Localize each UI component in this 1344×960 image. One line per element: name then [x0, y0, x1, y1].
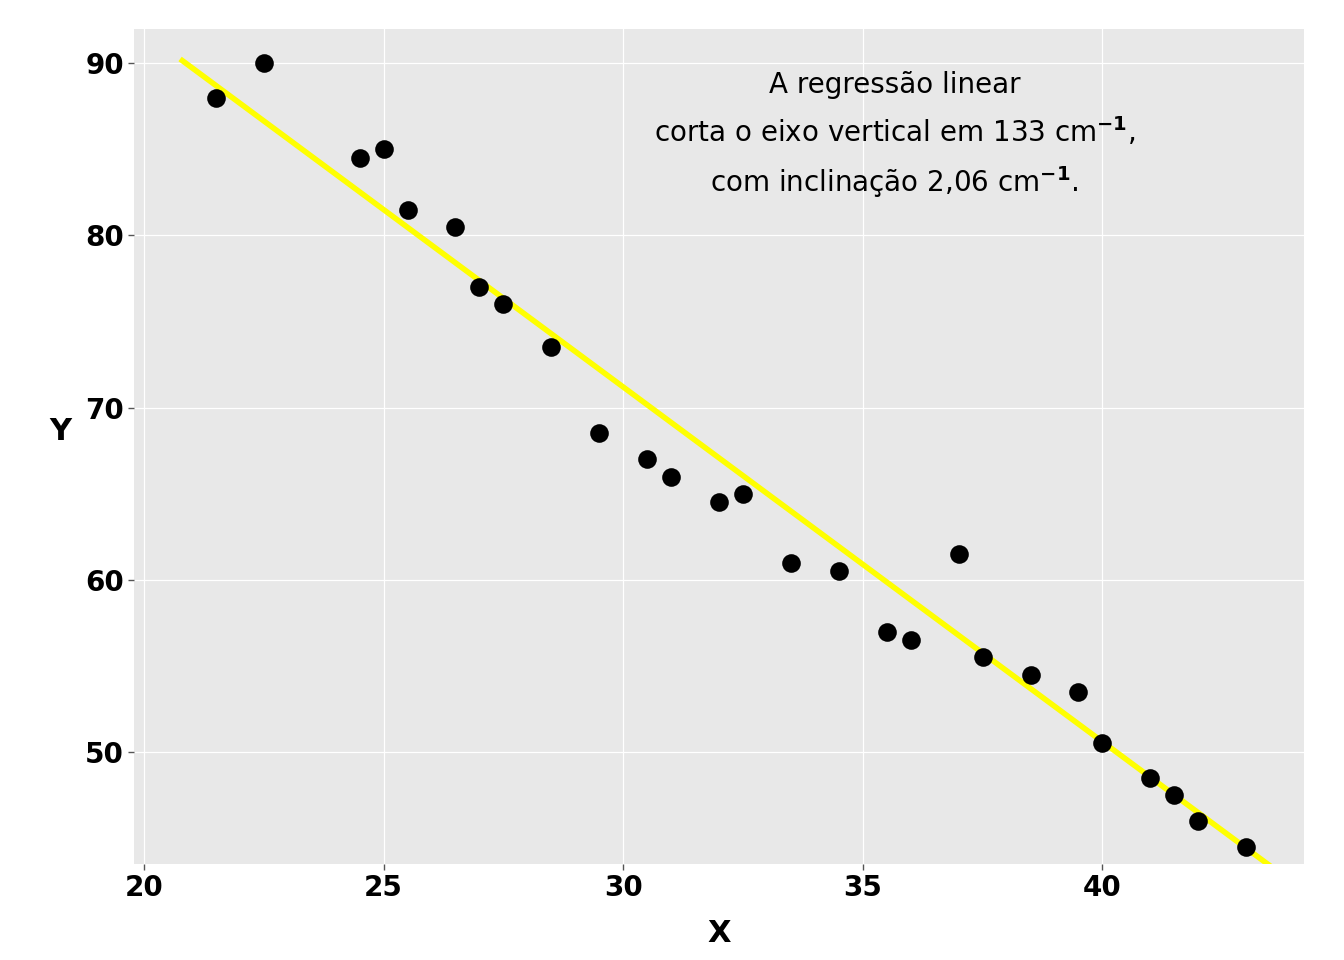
Point: [469, 279, 491, 295]
Point: [948, 546, 969, 562]
Text: A regressão linear
corta o eixo vertical em 133 cm$^{-1}$,
com inclinação 2,06 c: A regressão linear corta o eixo vertical…: [653, 71, 1136, 201]
Point: [708, 494, 730, 510]
Point: [493, 297, 515, 312]
Point: [900, 633, 922, 648]
Point: [972, 650, 993, 665]
Point: [396, 202, 418, 217]
Point: [1140, 770, 1161, 785]
Point: [660, 468, 681, 484]
Point: [876, 624, 898, 639]
Point: [540, 340, 562, 355]
Point: [732, 486, 754, 501]
Point: [828, 564, 849, 579]
Point: [1067, 684, 1089, 700]
Point: [1235, 839, 1257, 854]
Point: [780, 555, 801, 570]
Point: [637, 451, 659, 467]
Y-axis label: Y: Y: [50, 418, 71, 446]
Point: [1164, 787, 1185, 803]
X-axis label: X: X: [707, 919, 731, 948]
Point: [589, 426, 610, 442]
Point: [253, 56, 274, 71]
Point: [1188, 813, 1210, 828]
Point: [372, 142, 394, 157]
Point: [1091, 735, 1113, 751]
Point: [206, 90, 227, 106]
Point: [1020, 667, 1042, 683]
Point: [349, 151, 371, 166]
Point: [445, 219, 466, 234]
